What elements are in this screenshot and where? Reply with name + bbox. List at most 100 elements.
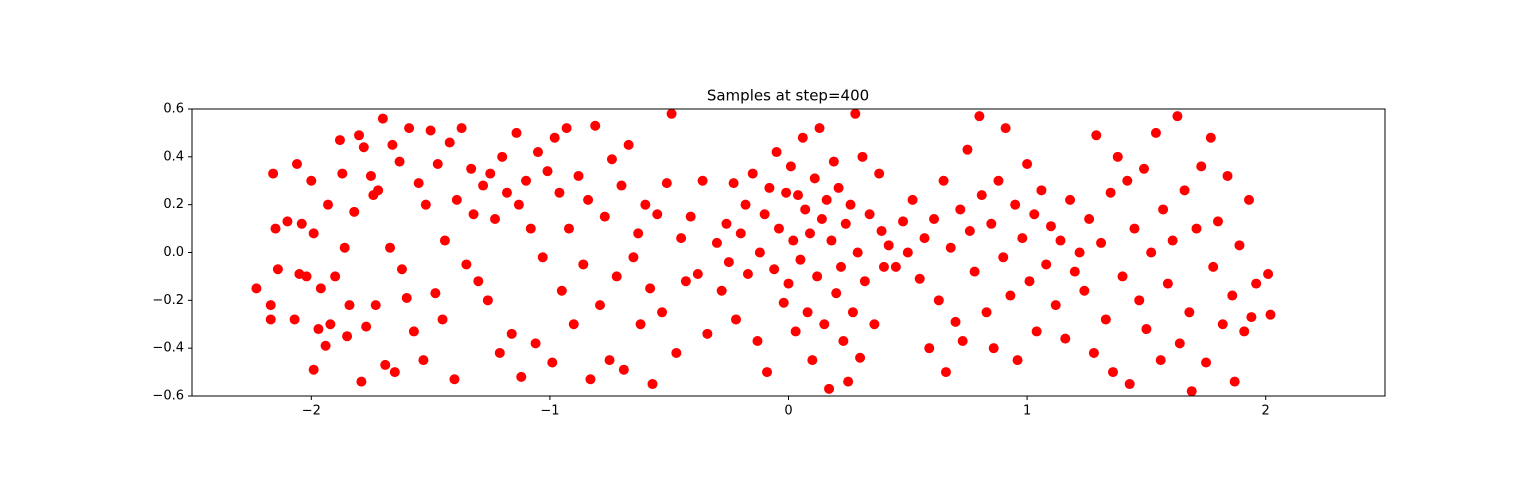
point	[800, 204, 811, 215]
point	[396, 264, 407, 275]
point	[1124, 379, 1135, 390]
point	[1186, 386, 1197, 396]
point	[556, 285, 567, 296]
point	[1246, 312, 1257, 323]
point	[385, 242, 396, 253]
point	[974, 111, 985, 122]
point	[268, 168, 279, 179]
point	[1191, 223, 1202, 234]
point	[389, 367, 400, 378]
point	[1107, 367, 1118, 378]
point	[542, 166, 553, 177]
point	[401, 292, 412, 303]
point	[843, 376, 854, 387]
point	[356, 376, 367, 387]
point	[797, 132, 808, 143]
point	[807, 355, 818, 366]
point	[618, 364, 629, 375]
point	[315, 283, 326, 294]
point	[485, 168, 496, 179]
point	[964, 225, 975, 236]
point	[468, 209, 479, 220]
point	[289, 314, 300, 325]
point	[857, 151, 868, 162]
point	[1031, 326, 1042, 337]
point	[380, 359, 391, 370]
point	[606, 154, 617, 165]
point	[342, 331, 353, 342]
point	[1079, 285, 1090, 296]
point	[950, 316, 961, 327]
point	[831, 288, 842, 299]
y-tick-label: −0.6	[152, 389, 184, 404]
point	[657, 307, 668, 318]
point	[272, 264, 283, 275]
point	[859, 276, 870, 287]
point	[1263, 269, 1274, 280]
point	[976, 190, 987, 201]
point	[847, 307, 858, 318]
point	[1229, 376, 1240, 387]
point	[404, 123, 415, 134]
point	[599, 211, 610, 222]
point	[778, 297, 789, 308]
point	[265, 300, 276, 311]
point	[652, 209, 663, 220]
point	[812, 271, 823, 282]
point	[819, 319, 830, 330]
point	[1155, 355, 1166, 366]
point	[666, 109, 677, 119]
x-tick-label: −2	[302, 404, 321, 419]
point	[344, 300, 355, 311]
point	[1201, 357, 1212, 368]
point	[568, 319, 579, 330]
point	[864, 209, 875, 220]
point	[323, 199, 334, 210]
point	[1029, 209, 1040, 220]
point	[898, 216, 909, 227]
point	[377, 113, 388, 124]
point	[561, 123, 572, 134]
point	[420, 199, 431, 210]
point	[869, 319, 880, 330]
point	[821, 194, 832, 205]
point	[1045, 221, 1056, 232]
point	[702, 328, 713, 339]
point	[365, 170, 376, 181]
point	[337, 168, 348, 179]
point	[759, 209, 770, 220]
point	[804, 228, 815, 239]
point	[623, 139, 634, 150]
point	[742, 269, 753, 280]
point	[1196, 161, 1207, 172]
point	[616, 180, 627, 191]
point	[478, 180, 489, 191]
point	[793, 190, 804, 201]
point	[874, 168, 885, 179]
point	[764, 182, 775, 193]
point	[1024, 276, 1035, 287]
point	[1167, 235, 1178, 246]
point	[1055, 235, 1066, 246]
point	[1139, 163, 1150, 174]
point	[890, 261, 901, 272]
point	[816, 214, 827, 225]
point	[809, 173, 820, 184]
point	[788, 235, 799, 246]
point	[525, 223, 536, 234]
point	[330, 271, 341, 282]
y-tick-label: −0.2	[152, 293, 184, 308]
point	[1050, 300, 1061, 311]
point	[735, 228, 746, 239]
point	[940, 367, 951, 378]
point	[490, 214, 501, 225]
point	[482, 295, 493, 306]
point	[585, 374, 596, 385]
point	[473, 276, 484, 287]
point	[251, 283, 262, 294]
point	[497, 151, 508, 162]
point	[716, 285, 727, 296]
point	[590, 120, 601, 131]
point	[270, 223, 281, 234]
point	[676, 233, 687, 244]
